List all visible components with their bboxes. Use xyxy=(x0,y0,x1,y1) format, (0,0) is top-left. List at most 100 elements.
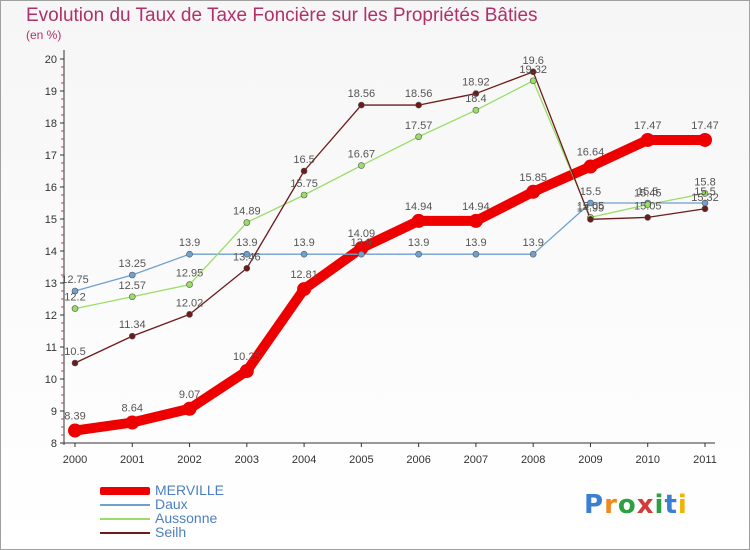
data-point-daux xyxy=(587,199,594,207)
data-point-merville xyxy=(468,213,483,228)
data-label-merville: 15.85 xyxy=(519,172,547,184)
data-label-aussonne: 12.2 xyxy=(64,292,85,304)
data-point-seilh xyxy=(358,101,365,109)
data-point-aussonne xyxy=(300,191,308,199)
x-tick-label: 2002 xyxy=(177,454,201,466)
y-tick-label: 16 xyxy=(45,182,57,194)
legend-swatch-seilh xyxy=(100,532,150,534)
data-label-daux: 12.75 xyxy=(61,274,89,286)
data-point-aussonne xyxy=(472,106,480,114)
y-tick-label: 11 xyxy=(46,342,57,354)
y-tick-label: 13 xyxy=(45,278,57,290)
data-label-merville: 8.64 xyxy=(122,403,143,415)
data-label-aussonne: 12.95 xyxy=(176,268,204,280)
data-point-aussonne xyxy=(358,162,365,169)
data-point-merville xyxy=(239,364,254,378)
data-point-daux xyxy=(529,250,537,258)
data-label-aussonne: 15.75 xyxy=(290,178,318,190)
legend-item-seilh: Seilh xyxy=(100,524,300,540)
proxiti-logo: Proxiti xyxy=(584,490,688,520)
y-tick-label: 20 xyxy=(45,54,57,66)
data-label-merville: 9.07 xyxy=(179,389,200,401)
data-label-merville: 17.47 xyxy=(634,120,662,132)
y-tick-label: 9 xyxy=(51,406,57,418)
data-label-daux: 15.5 xyxy=(637,186,658,198)
legend-item-merville: MERVILLE xyxy=(100,482,300,498)
data-label-daux: 13.9 xyxy=(351,237,372,249)
legend-item-daux: Daux xyxy=(100,496,300,512)
logo-letter: t xyxy=(664,490,678,520)
data-point-daux xyxy=(186,250,193,258)
data-label-seilh: 15.05 xyxy=(634,200,662,212)
y-tick-label: 18 xyxy=(45,118,57,130)
y-tick-label: 19 xyxy=(45,86,57,98)
data-point-daux xyxy=(472,250,480,258)
y-tick-label: 10 xyxy=(45,374,57,386)
data-point-seilh xyxy=(243,264,251,272)
x-tick-label: 2005 xyxy=(349,454,373,466)
data-point-merville xyxy=(354,241,369,256)
x-tick-label: 2011 xyxy=(693,454,717,466)
y-tick-label: 14 xyxy=(45,246,57,258)
data-label-daux: 13.25 xyxy=(119,258,147,270)
data-point-seilh xyxy=(186,311,193,318)
data-point-aussonne xyxy=(186,281,193,288)
data-point-seilh xyxy=(472,90,480,97)
data-point-merville xyxy=(182,401,197,416)
logo-letter: r xyxy=(604,490,618,520)
data-label-seilh: 15.32 xyxy=(691,192,719,204)
x-tick-label: 2007 xyxy=(464,454,488,466)
data-point-seilh xyxy=(701,205,709,213)
data-point-aussonne xyxy=(243,219,251,226)
x-tick-label: 2010 xyxy=(635,454,659,466)
data-point-merville xyxy=(640,132,655,147)
legend-swatch-aussonne xyxy=(100,518,150,520)
series-line-daux xyxy=(74,202,706,292)
data-point-merville xyxy=(411,213,426,228)
data-point-daux xyxy=(243,250,251,258)
logo-letter: o xyxy=(617,490,637,520)
data-label-merville: 17.47 xyxy=(691,120,719,132)
chart-legend: MERVILLE Daux Aussonne Seilh xyxy=(100,482,300,540)
data-point-aussonne xyxy=(71,305,79,312)
data-label-seilh: 14.99 xyxy=(577,202,605,214)
data-point-merville xyxy=(68,423,82,438)
data-label-daux: 13.9 xyxy=(465,237,486,249)
legend-label-seilh: Seilh xyxy=(155,524,187,540)
x-tick-label: 2006 xyxy=(406,454,430,466)
data-label-aussonne: 14.89 xyxy=(233,206,261,218)
data-label-daux: 13.9 xyxy=(236,237,257,249)
x-tick-label: 2004 xyxy=(292,454,316,466)
data-label-seilh: 11.34 xyxy=(119,319,146,331)
data-label-daux: 13.9 xyxy=(293,237,314,249)
data-label-daux: 13.9 xyxy=(179,237,200,249)
data-label-aussonne: 15.8 xyxy=(694,176,715,188)
data-label-merville: 14.09 xyxy=(348,228,376,240)
data-label-daux: 15.5 xyxy=(694,186,715,198)
data-point-seilh xyxy=(71,359,79,367)
legend-label-merville: MERVILLE xyxy=(155,482,224,498)
logo-letter: x xyxy=(636,490,655,520)
data-label-seilh: 13.46 xyxy=(233,251,261,263)
data-label-daux: 13.9 xyxy=(408,237,429,249)
series-line-aussonne xyxy=(74,80,706,310)
y-tick-label: 17 xyxy=(45,150,57,162)
data-label-merville: 12.81 xyxy=(290,269,318,281)
data-point-daux xyxy=(415,250,422,258)
data-point-merville xyxy=(698,132,712,147)
legend-swatch-daux xyxy=(100,504,150,506)
data-label-aussonne: 15.45 xyxy=(634,188,662,200)
data-label-merville: 10.25 xyxy=(233,351,261,363)
x-tick-label: 2000 xyxy=(63,454,87,466)
data-point-aussonne xyxy=(415,133,422,141)
series-line-merville xyxy=(70,134,710,436)
data-label-aussonne: 17.57 xyxy=(405,120,433,132)
data-point-merville xyxy=(125,415,140,430)
data-point-seilh xyxy=(587,216,594,223)
data-point-aussonne xyxy=(644,201,652,208)
data-point-daux xyxy=(128,271,136,279)
data-point-seilh xyxy=(644,214,652,221)
data-point-daux xyxy=(71,287,79,295)
data-label-merville: 14.94 xyxy=(462,201,490,213)
data-label-daux: 15.5 xyxy=(580,186,601,198)
